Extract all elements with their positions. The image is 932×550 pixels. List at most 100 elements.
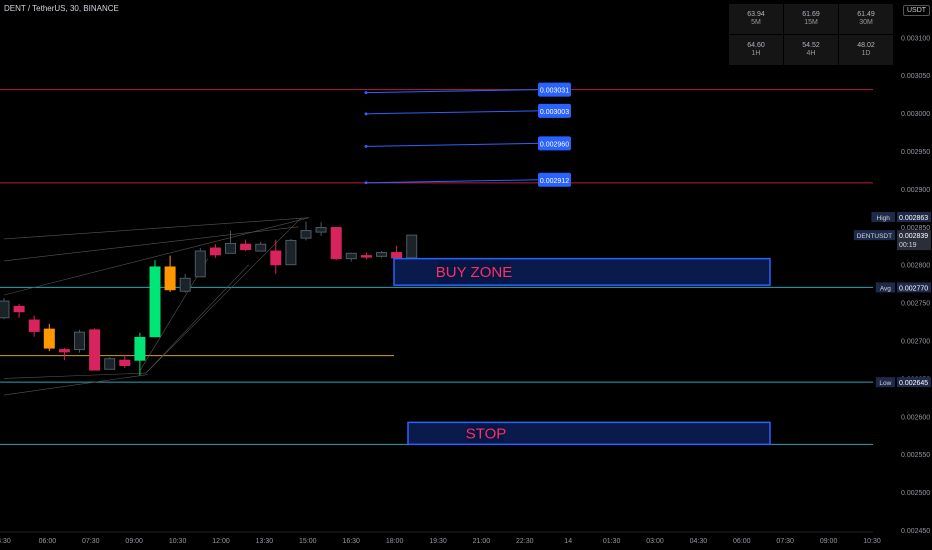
target-ray [365,142,539,147]
x-tick-label: 14 [564,538,572,545]
price-value-bg [897,230,931,251]
x-tick-label: 01:30 [603,538,621,545]
rsi-value: 63.94 [747,11,765,18]
price-tag-bg [875,282,895,293]
x-tick-label: 07:30 [776,538,794,545]
y-tick-label: 0.002450 [901,528,930,535]
candle-body [58,349,70,353]
countdown: 00:19 [899,242,917,249]
candle-body [315,227,327,233]
candle-body [300,230,312,239]
rsi-cell: 54.52 4H [784,35,838,65]
rsi-value: 54.52 [802,42,820,49]
candle-body [209,247,221,256]
trend-line [3,217,310,240]
zone-label: STOP [466,425,507,442]
candle-body [134,336,146,361]
price-value: 0.002645 [899,380,928,387]
target-label: 0.002912 [540,178,569,185]
zone-label-bg [468,424,504,443]
y-tick-label: 0.002850 [901,225,930,232]
y-tick-label: 0.002900 [901,187,930,194]
zone-box [407,421,771,446]
x-tick-label: 13:30 [256,538,274,545]
trend-line [3,374,148,396]
rsi-cell: 48.02 1D [839,35,893,65]
x-tick-label: 10:30 [863,538,881,545]
x-tick-label: 07:30 [82,538,100,545]
candle-body [345,252,357,260]
price-tag-bg [853,230,895,241]
rsi-value: 48.02 [857,42,875,49]
candle-body [330,227,342,260]
candle-body [28,319,40,332]
rsi-table: 63.94 5M 61.69 15M 61.49 30M 64.60 1H 54.52 4… [729,4,893,65]
x-tick-label: 18:00 [386,538,404,545]
rsi-timeframe: 5M [751,19,761,26]
candle-body [104,358,116,370]
candle-body [13,305,25,313]
rsi-timeframe: 1H [751,50,761,57]
y-tick-label: 0.002750 [901,301,930,308]
trend-line [145,217,302,374]
rsi-timeframe: 1D [861,50,871,57]
candle-body [89,329,101,371]
x-tick-label: 21:00 [473,538,491,545]
trend-line [3,226,299,262]
rsi-cell: 61.49 30M [839,4,893,34]
y-tick-label: 0.002800 [901,263,930,270]
currency-badge[interactable]: USDT [903,5,931,16]
target-label-bg [538,136,571,151]
candle-body [149,266,161,338]
x-tick-label: 15:00 [299,538,317,545]
candle-body [194,250,206,278]
target-label-bg [538,172,571,187]
candle-body [225,242,236,254]
price-value: 0.002839 [899,233,928,240]
target-label: 0.002960 [540,141,569,148]
trend-line [3,217,310,296]
x-tick-label: 09:00 [125,538,143,545]
rsi-value: 64.60 [747,42,765,49]
candle-body [240,243,252,251]
price-value-bg [897,282,931,293]
rsi-timeframe: 30M [859,19,873,26]
candle-body [43,328,55,349]
candle-body [391,252,403,259]
price-value-bg [897,377,931,388]
candle-body [74,331,85,351]
x-tick-label: 16:30 [342,538,360,545]
rsi-cell: 63.94 5M [729,4,783,34]
price-tag: DENTUSDT [857,233,892,240]
candle-body [179,277,191,292]
candle-body [164,266,176,291]
target-label-bg [538,82,571,97]
y-tick-label: 0.002700 [901,338,930,345]
y-tick-label: 0.003050 [901,73,930,80]
rsi-cell: 61.69 15M [784,4,838,34]
price-tag: Low [879,380,891,387]
zone-label-bg [438,260,510,284]
trend-line [3,372,146,379]
price-value: 0.002770 [899,285,928,292]
price-tag: High [877,215,891,222]
x-tick-label: 06:00 [733,538,751,545]
target-ray [365,110,539,115]
target-label-bg [538,103,571,118]
candle-body [255,243,267,252]
y-tick-label: 0.002550 [901,452,930,459]
candle-body [285,239,297,266]
candle-body [119,359,131,367]
candle-body [270,250,282,266]
target-label: 0.003003 [540,109,569,116]
x-tick-label: 12:00 [212,538,230,545]
x-tick-label: 09:00 [820,538,838,545]
x-tick-label: 19:30 [429,538,447,545]
y-tick-label: 0.002950 [901,149,930,156]
rsi-timeframe: 4H [806,50,816,57]
candle-body [376,252,387,257]
rsi-timeframe: 15M [804,19,818,26]
target-ray [365,179,539,184]
x-tick-label: 22:30 [516,538,534,545]
